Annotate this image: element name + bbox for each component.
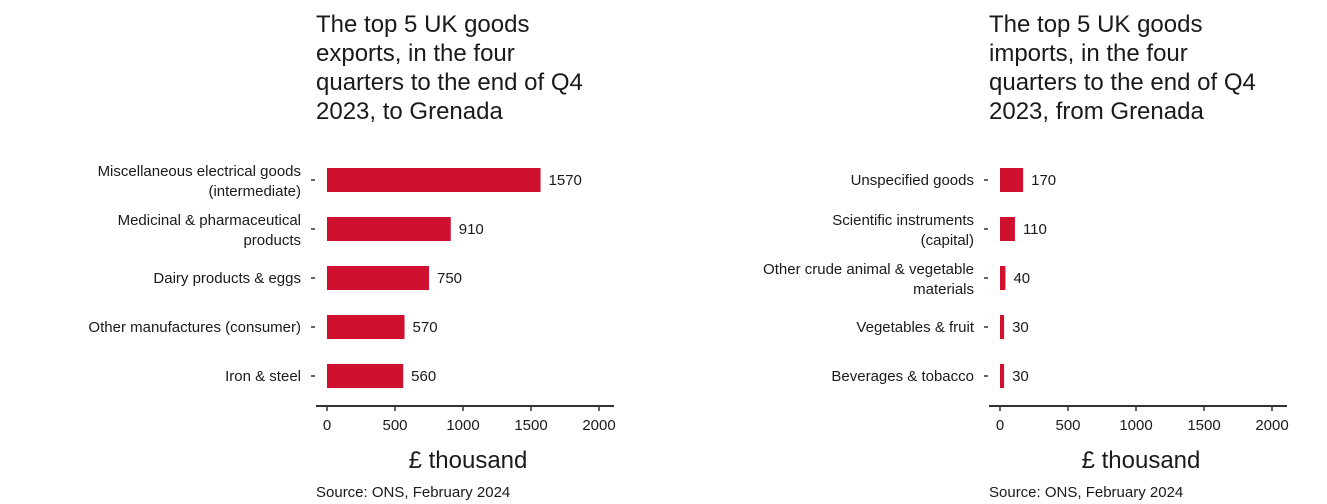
x-tick-label: 2000 <box>1255 417 1288 434</box>
value-label: 1570 <box>549 172 582 189</box>
x-tick-label: 0 <box>996 417 1004 434</box>
category-label: Vegetables & fruit <box>856 319 974 336</box>
bar <box>327 266 429 290</box>
category-label-line: (intermediate) <box>208 183 301 200</box>
x-tick-label: 1500 <box>514 417 547 434</box>
chart-title: The top 5 UK goods exports, in the four … <box>316 11 583 125</box>
category-label-line: Vegetables & fruit <box>856 319 974 336</box>
category-label: Miscellaneous electrical goods (intermedi… <box>98 163 301 200</box>
category-label-line: products <box>243 232 301 249</box>
category-label-line: Iron & steel <box>225 368 301 385</box>
value-label: 170 <box>1031 172 1056 189</box>
category-label: Other manufactures (consumer) <box>88 319 301 336</box>
value-label: 560 <box>411 368 436 385</box>
category-label: Medicinal & pharmaceutical products <box>118 212 301 249</box>
category-label: Other crude animal & vegetable materials <box>763 261 974 298</box>
bar <box>1000 364 1005 388</box>
category-label-line: materials <box>913 281 974 298</box>
source-note: Source: ONS, February 2024 <box>316 484 511 501</box>
category-label: Unspecified goods <box>851 172 974 189</box>
chart-title: The top 5 UK goods imports, in the four … <box>989 11 1256 125</box>
imports-bar-chart: 170 Unspecified goods 110 Scientific instru… <box>763 168 1289 474</box>
category-label: Scientific instruments (capital) <box>832 212 974 249</box>
category-label: Dairy products & eggs <box>153 270 301 287</box>
bar <box>1000 217 1015 241</box>
value-label: 570 <box>413 319 438 336</box>
category-label-line: Unspecified goods <box>851 172 974 189</box>
exports-chart-panel: The top 5 UK goods exports, in the four … <box>0 0 663 504</box>
value-label: 30 <box>1012 368 1029 385</box>
source-note: Source: ONS, February 2024 <box>989 484 1184 501</box>
exports-bar-chart: 1570 Miscellaneous electrical goods (inter… <box>88 163 615 474</box>
x-axis-title: £ thousand <box>1082 447 1201 474</box>
value-label: 910 <box>459 221 484 238</box>
x-tick-label: 2000 <box>582 417 615 434</box>
value-label: 40 <box>1013 270 1030 287</box>
category-label-line: Scientific instruments <box>832 212 974 229</box>
x-tick-label: 1000 <box>1119 417 1152 434</box>
bar <box>1000 168 1024 192</box>
bar <box>327 364 404 388</box>
category-label-line: Other crude animal & vegetable <box>763 261 974 278</box>
bar <box>327 168 541 192</box>
category-label-line: Medicinal & pharmaceutical <box>118 212 301 229</box>
x-tick-label: 1000 <box>446 417 479 434</box>
bar <box>1000 315 1005 339</box>
category-label: Beverages & tobacco <box>831 368 974 385</box>
x-tick-label: 500 <box>382 417 407 434</box>
x-tick-label: 1500 <box>1187 417 1220 434</box>
category-label-line: (capital) <box>921 232 974 249</box>
value-label: 110 <box>1023 221 1047 238</box>
value-label: 750 <box>437 270 462 287</box>
category-label: Iron & steel <box>225 368 301 385</box>
bar <box>327 217 451 241</box>
bar <box>327 315 405 339</box>
category-label-line: Beverages & tobacco <box>831 368 974 385</box>
category-label-line: Miscellaneous electrical goods <box>98 163 301 180</box>
x-tick-label: 500 <box>1055 417 1080 434</box>
value-label: 30 <box>1012 319 1029 336</box>
category-label-line: Dairy products & eggs <box>153 270 301 287</box>
x-tick-label: 0 <box>323 417 331 434</box>
category-label-line: Other manufactures (consumer) <box>88 319 301 336</box>
imports-chart-panel: The top 5 UK goods imports, in the four … <box>663 0 1327 504</box>
bar <box>1000 266 1006 290</box>
x-axis-title: £ thousand <box>409 447 528 474</box>
